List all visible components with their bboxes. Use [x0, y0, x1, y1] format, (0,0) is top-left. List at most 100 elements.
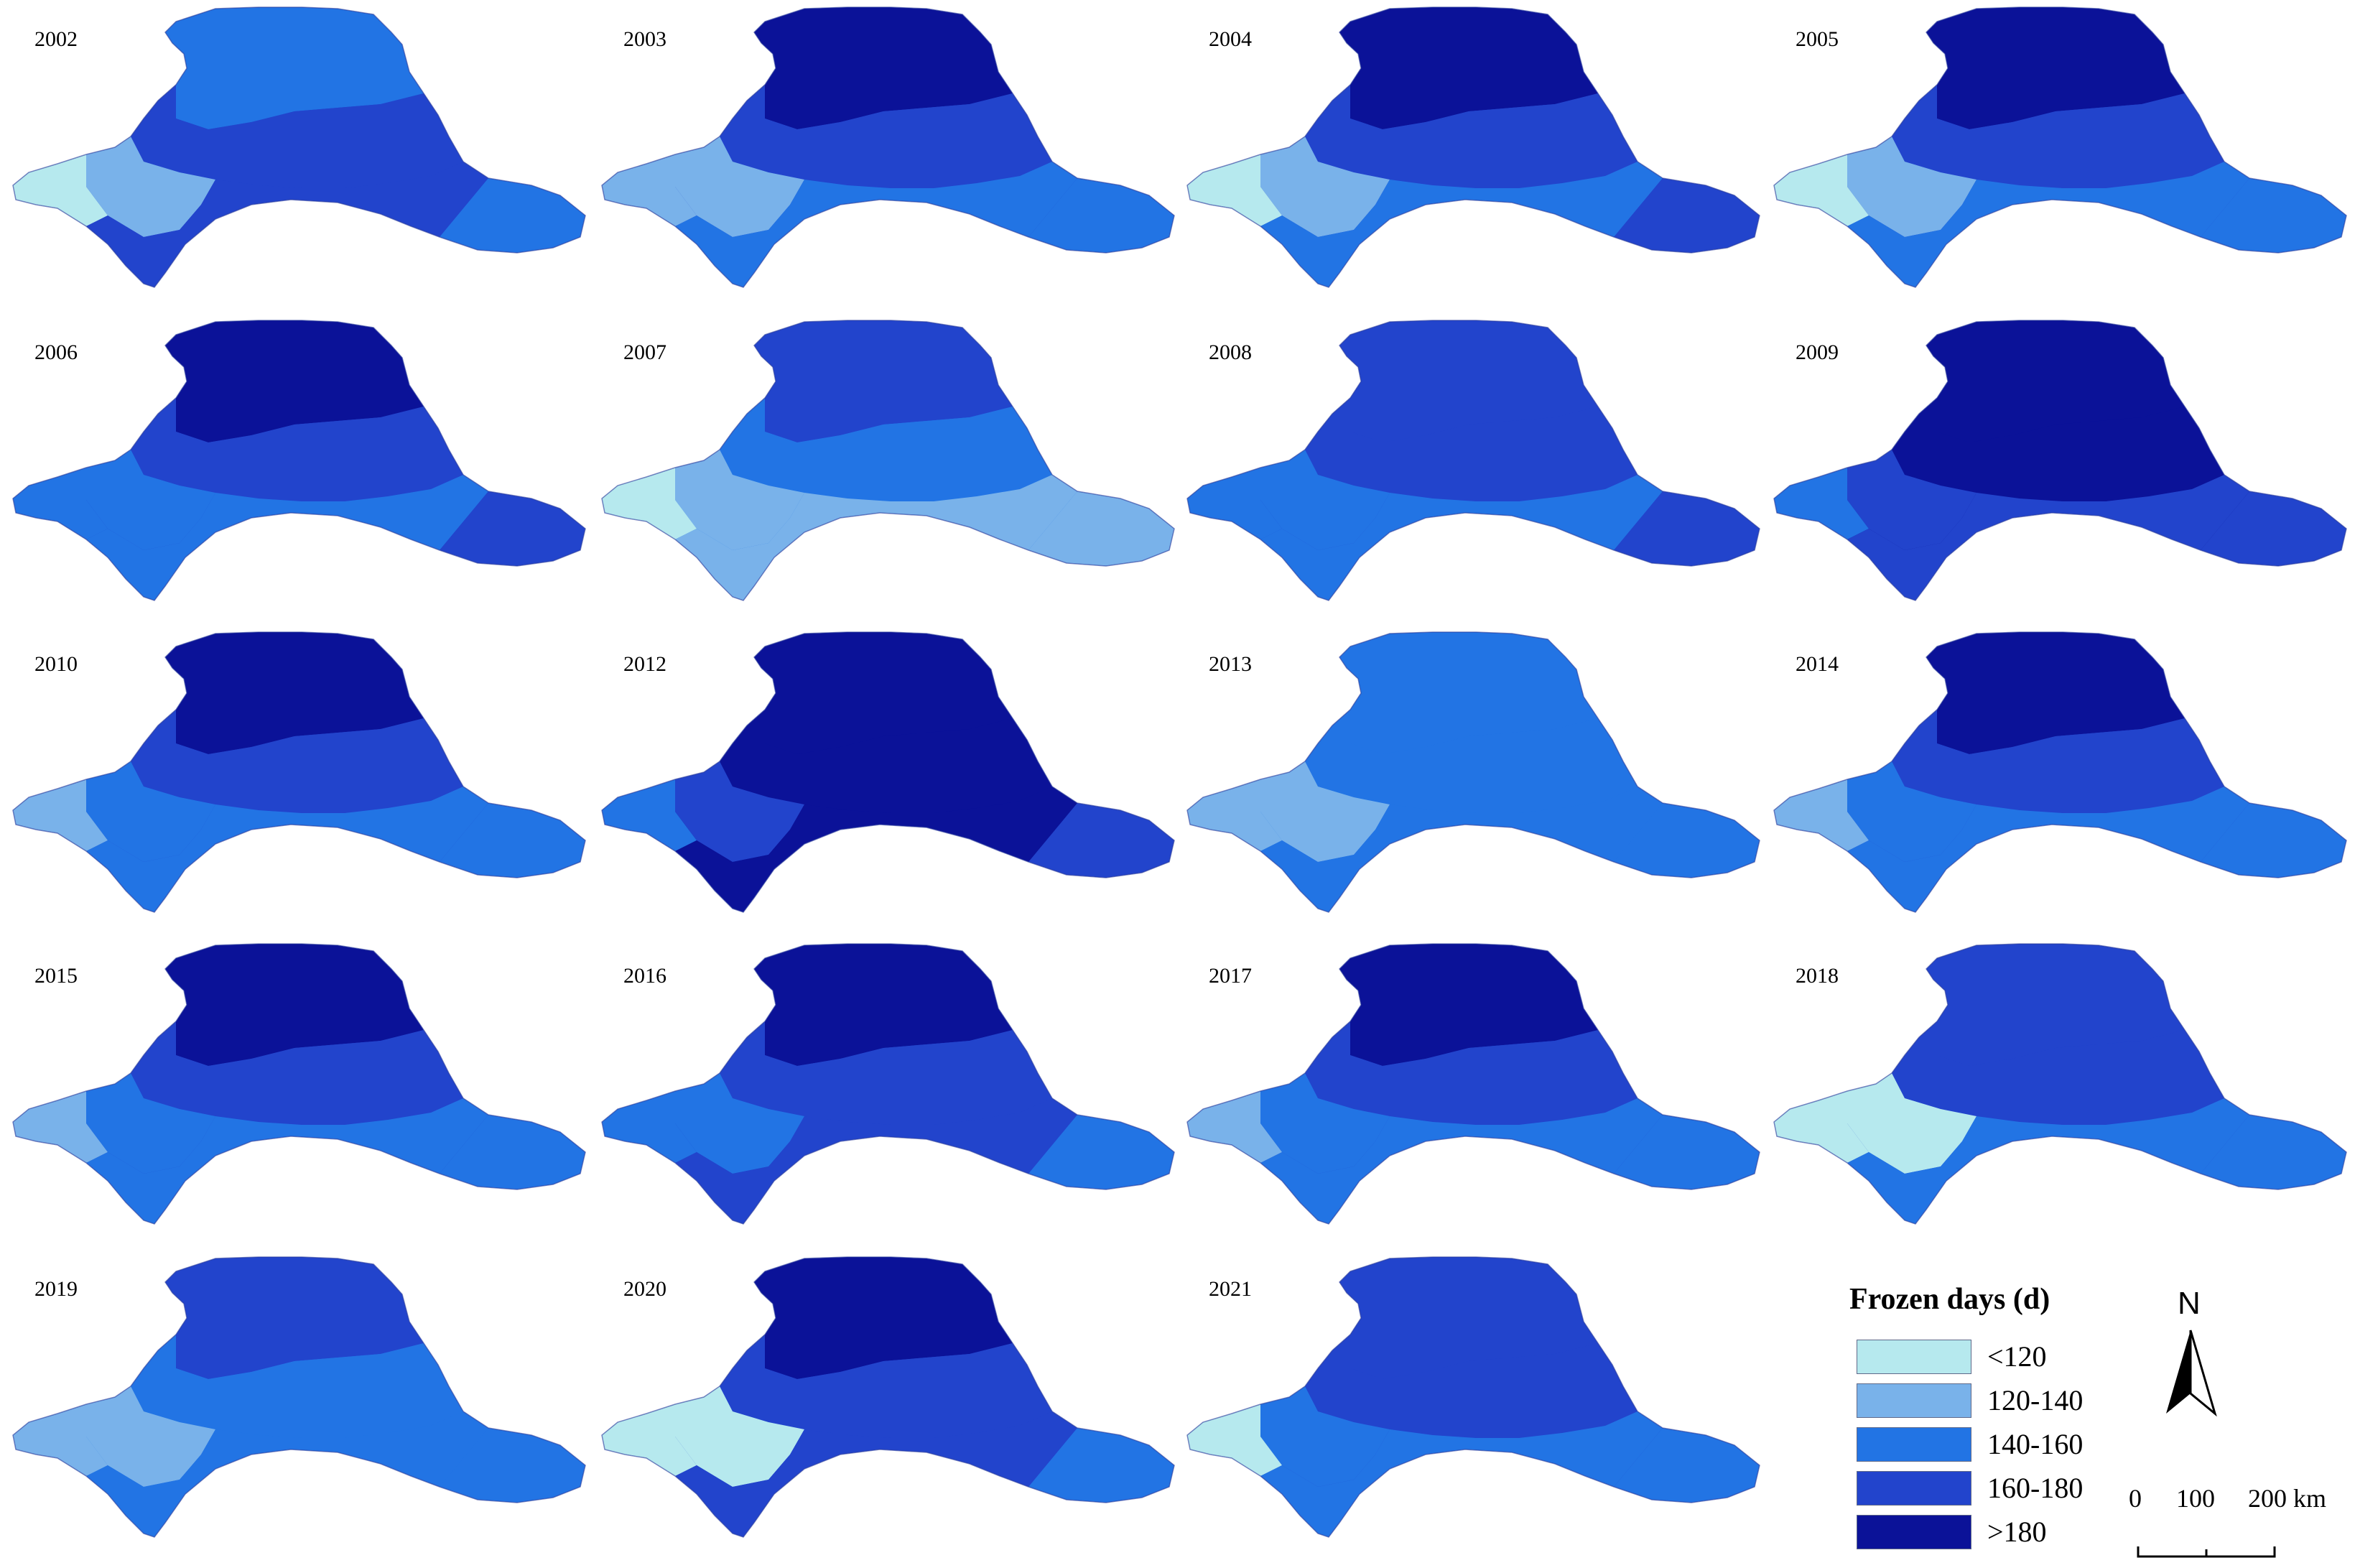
- map-zone-4: [1774, 468, 1869, 539]
- map-zone-1: [1339, 320, 1598, 442]
- map-zone-5: [1260, 475, 1663, 600]
- map-zone-6: [1028, 1115, 1174, 1189]
- year-label: 2012: [623, 652, 666, 676]
- legend-swatch: [1857, 1515, 1971, 1549]
- map-zone-3: [1847, 450, 1977, 550]
- year-label: 2008: [1209, 340, 1252, 364]
- map-zone-5: [1260, 162, 1663, 287]
- north-arrow: N: [2147, 1286, 2234, 1429]
- frozen-days-map-2017: [1186, 943, 1760, 1225]
- year-label: 2017: [1209, 964, 1252, 988]
- map-zone-5: [86, 1411, 488, 1537]
- map-zone-2: [131, 1335, 463, 1438]
- map-zone-2: [131, 398, 463, 501]
- frozen-days-map-2008: [1186, 320, 1760, 601]
- map-zone-5: [86, 162, 488, 287]
- legend-title: Frozen days (d): [1849, 1283, 2050, 1316]
- map-zone-5: [675, 475, 1077, 600]
- map-zone-3: [86, 761, 215, 862]
- map-zone-4: [602, 1091, 697, 1163]
- north-arrow-letter: N: [2178, 1286, 2201, 1321]
- map-zone-1: [1926, 7, 2185, 129]
- map-zone-3: [675, 1073, 804, 1174]
- map-zone-6: [1028, 803, 1174, 878]
- frozen-days-map-2020: [601, 1256, 1175, 1538]
- map-zone-5: [86, 1098, 488, 1224]
- scale-label-100: 100: [2176, 1484, 2215, 1513]
- map-zone-2: [1305, 398, 1638, 501]
- map-zone-2: [1892, 85, 2224, 188]
- map-zone-4: [1187, 468, 1282, 539]
- map-zone-3: [86, 1386, 215, 1487]
- year-label: 2016: [623, 964, 666, 988]
- legend-swatch: [1857, 1471, 1971, 1506]
- map-zone-1: [754, 632, 1013, 754]
- map-zone-3: [1260, 761, 1390, 862]
- map-zone-6: [440, 1428, 585, 1503]
- map-zone-3: [1847, 761, 1977, 862]
- scale-label-200: 200 km: [2248, 1484, 2327, 1513]
- frozen-days-map-2019: [12, 1256, 586, 1538]
- map-zone-4: [1187, 1091, 1282, 1163]
- frozen-days-map-2012: [601, 631, 1175, 913]
- map-zone-2: [1892, 1021, 2224, 1125]
- map-zone-2: [1892, 398, 2224, 501]
- map-zone-2: [131, 85, 463, 188]
- year-label: 2019: [34, 1277, 78, 1301]
- map-zone-1: [1926, 320, 2185, 442]
- frozen-days-map-2002: [12, 6, 586, 288]
- map-panel-2006: 2006: [0, 313, 586, 601]
- map-panel-2015: 2015: [0, 937, 586, 1225]
- frozen-days-map-2021: [1186, 1256, 1760, 1538]
- map-panel-2003: 2003: [589, 0, 1175, 288]
- map-zone-3: [675, 761, 804, 862]
- map-zone-1: [1926, 632, 2185, 754]
- map-zone-2: [720, 1335, 1052, 1438]
- map-zone-3: [1260, 1386, 1390, 1487]
- map-zone-6: [2201, 803, 2346, 878]
- map-zone-5: [675, 1411, 1077, 1537]
- map-panel-2020: 2020: [589, 1250, 1175, 1538]
- map-panel-2016: 2016: [589, 937, 1175, 1225]
- map-zone-6: [440, 803, 585, 878]
- map-zone-3: [86, 450, 215, 550]
- map-zone-6: [1028, 491, 1174, 566]
- map-zone-2: [1305, 710, 1638, 813]
- map-zone-4: [602, 154, 697, 226]
- map-zone-4: [1187, 154, 1282, 226]
- map-zone-4: [13, 779, 108, 851]
- map-zone-3: [675, 450, 804, 550]
- map-zone-5: [86, 787, 488, 912]
- map-zone-1: [165, 944, 424, 1066]
- map-zone-1: [1926, 944, 2185, 1066]
- map-zone-3: [1847, 136, 1977, 237]
- map-zone-1: [1339, 632, 1598, 754]
- frozen-days-map-2005: [1773, 6, 2347, 288]
- map-zone-5: [675, 787, 1077, 912]
- map-zone-5: [1847, 162, 2249, 287]
- map-zone-5: [1260, 787, 1663, 912]
- map-panel-2004: 2004: [1174, 0, 1760, 288]
- map-zone-3: [675, 136, 804, 237]
- frozen-days-map-2018: [1773, 943, 2347, 1225]
- map-zone-4: [13, 468, 108, 539]
- map-panel-2007: 2007: [589, 313, 1175, 601]
- frozen-days-map-2006: [12, 320, 586, 601]
- map-zone-4: [1187, 779, 1282, 851]
- map-zone-1: [754, 7, 1013, 129]
- map-zone-5: [675, 162, 1077, 287]
- map-zone-4: [1774, 154, 1869, 226]
- map-zone-1: [165, 320, 424, 442]
- legend-label: 120-140: [1987, 1384, 2084, 1416]
- year-label: 2005: [1796, 27, 1839, 51]
- map-zone-1: [165, 632, 424, 754]
- legend: Frozen days (d) <120 120-140 140-160 160…: [1849, 1282, 2137, 1562]
- map-zone-5: [1260, 1098, 1663, 1224]
- map-zone-5: [1847, 475, 2249, 600]
- map-panel-2013: 2013: [1174, 625, 1760, 913]
- map-zone-5: [675, 1098, 1077, 1224]
- map-zone-2: [1305, 1335, 1638, 1438]
- legend-label: <120: [1987, 1340, 2047, 1373]
- map-zone-6: [1614, 491, 1760, 566]
- map-zone-1: [1339, 944, 1598, 1066]
